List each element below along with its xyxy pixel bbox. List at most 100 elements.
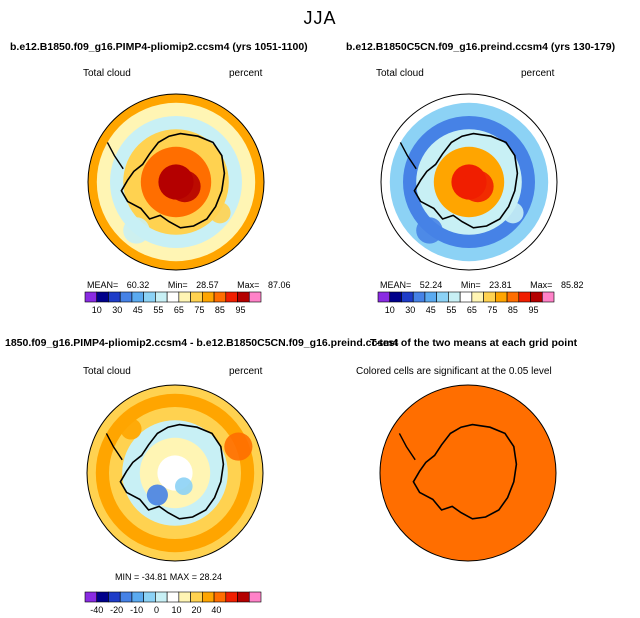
colorbar-box [108, 591, 121, 603]
colorbar-box [237, 291, 250, 303]
colorbar-box [178, 591, 191, 603]
panel4-title: T-test of the two means at each grid poi… [370, 337, 578, 349]
panel2-stats: MEAN= 52.24 Min= 23.81 Max= 85.82 [380, 280, 583, 290]
peninsula-coastline [106, 142, 124, 170]
colorbar-box [225, 291, 238, 303]
colorbar-box [541, 291, 555, 303]
colorbar-tick-label: 55 [446, 305, 457, 315]
colorbar-box [213, 591, 227, 603]
colorbar-box [190, 591, 203, 603]
map-border [380, 93, 558, 271]
colorbar-box [248, 591, 262, 603]
colorbar-box [448, 291, 461, 303]
peninsula-coastline [398, 433, 416, 461]
panel3-units: percent [229, 366, 263, 377]
peninsula-coastline [105, 433, 123, 461]
colorbar-tick-label: 95 [235, 305, 246, 315]
colorbar-box [190, 291, 203, 303]
antarctica-coastline [413, 132, 519, 229]
panel1-min-label: Min= [167, 280, 188, 290]
colorbar-tick-label: -20 [110, 605, 124, 615]
colorbar-box [412, 291, 426, 303]
panel1-max-label: Max= [237, 280, 260, 290]
colorbar-tick-label: 0 [154, 605, 160, 615]
colorbar-box [436, 291, 449, 303]
colorbar-box [471, 291, 484, 303]
colorbar-tick-label: 45 [425, 305, 436, 315]
colorbar-tick-label: 30 [405, 305, 416, 315]
panel1-variable: Total cloud [83, 68, 131, 79]
colorbar-tick-label: 95 [528, 305, 539, 315]
panel3-stats: MIN = -34.81 MAX = 28.24 [115, 572, 223, 582]
colorbar-tick-label: -40 [90, 605, 104, 615]
colorbar-box [213, 291, 227, 303]
panel2-max-label: Max= [530, 280, 553, 290]
panel2-units: percent [521, 68, 555, 79]
panel4-annotation: Colored cells are significant at the 0.0… [356, 366, 552, 377]
colorbar-box [202, 291, 215, 303]
colorbar-box [96, 591, 109, 603]
colorbar-tick-label: 20 [191, 605, 202, 615]
antarctica-coastline [119, 423, 225, 520]
season-title: JJA [303, 8, 337, 28]
map2-field [381, 94, 557, 270]
colorbar-tick-label: 10 [91, 305, 102, 315]
colorbar-box [96, 291, 109, 303]
colorbar-box [155, 591, 168, 603]
field-patch [209, 202, 231, 224]
panel1-units: percent [229, 68, 263, 79]
colorbar-box [459, 291, 473, 303]
colorbar-box [225, 591, 238, 603]
antarctica-coastline [120, 132, 226, 229]
colorbar-box [495, 291, 508, 303]
panel1-stats: MEAN= 60.32 Min= 28.57 Max= 87.06 [87, 280, 290, 290]
panel1-polar-map [87, 93, 265, 271]
panel1-max: 87.06 [267, 280, 291, 290]
colorbar-box [518, 291, 531, 303]
colorbar-tick-label: 65 [466, 305, 477, 315]
panel1-colorbar-ticks: 10 30 45 55 65 75 85 95 [85, 305, 261, 317]
field-patch [146, 484, 168, 506]
colorbar-box [530, 291, 543, 303]
colorbar-box [424, 291, 437, 303]
map-border [86, 384, 264, 562]
map-border [87, 93, 265, 271]
field-patch [502, 202, 524, 224]
panel3-variable: Total cloud [83, 366, 131, 377]
colorbar-box [202, 591, 215, 603]
peninsula-coastline [399, 142, 417, 170]
field-patch [461, 170, 494, 203]
colorbar-box [143, 291, 156, 303]
colorbar-box [506, 291, 520, 303]
colorbar-tick-label: -10 [130, 605, 144, 615]
panel2-variable: Total cloud [376, 68, 424, 79]
colorbar-box [84, 291, 98, 303]
map-border [379, 384, 557, 562]
panel2-mean-label: MEAN= [380, 280, 412, 290]
colorbar-box [108, 291, 121, 303]
colorbar-box [248, 291, 262, 303]
panel3-colorbar [84, 591, 262, 603]
panel2-colorbar-ticks: 10 30 45 55 65 75 85 95 [378, 305, 554, 317]
colorbar-box [377, 291, 391, 303]
colorbar-tick-label: 10 [384, 305, 395, 315]
map4-field [380, 385, 556, 561]
map1-field [88, 94, 264, 270]
colorbar-tick-label: 75 [487, 305, 498, 315]
colorbar-tick-label: 75 [194, 305, 205, 315]
colorbar-tick-label: 45 [132, 305, 143, 315]
colorbar-tick-label: 85 [507, 305, 518, 315]
colorbar-tick-label: 40 [211, 605, 222, 615]
colorbar-box [401, 291, 414, 303]
panel3-polar-map [86, 384, 264, 562]
field-patch [224, 432, 253, 461]
panel2-mean: 52.24 [419, 280, 443, 290]
panel1-colorbar [84, 291, 262, 303]
colorbar-tick-label: 55 [153, 305, 164, 315]
field-patch [416, 217, 443, 244]
panel3-title: 1850.f09_g16.PIMP4-pliomip2.ccsm4 - b.e1… [5, 337, 399, 349]
colorbar-box [155, 291, 168, 303]
panel2-title: b.e12.B1850C5CN.f09_g16.preind.ccsm4 (yr… [346, 41, 616, 53]
map3-field [87, 385, 263, 561]
panel1-mean: 60.32 [126, 280, 150, 290]
